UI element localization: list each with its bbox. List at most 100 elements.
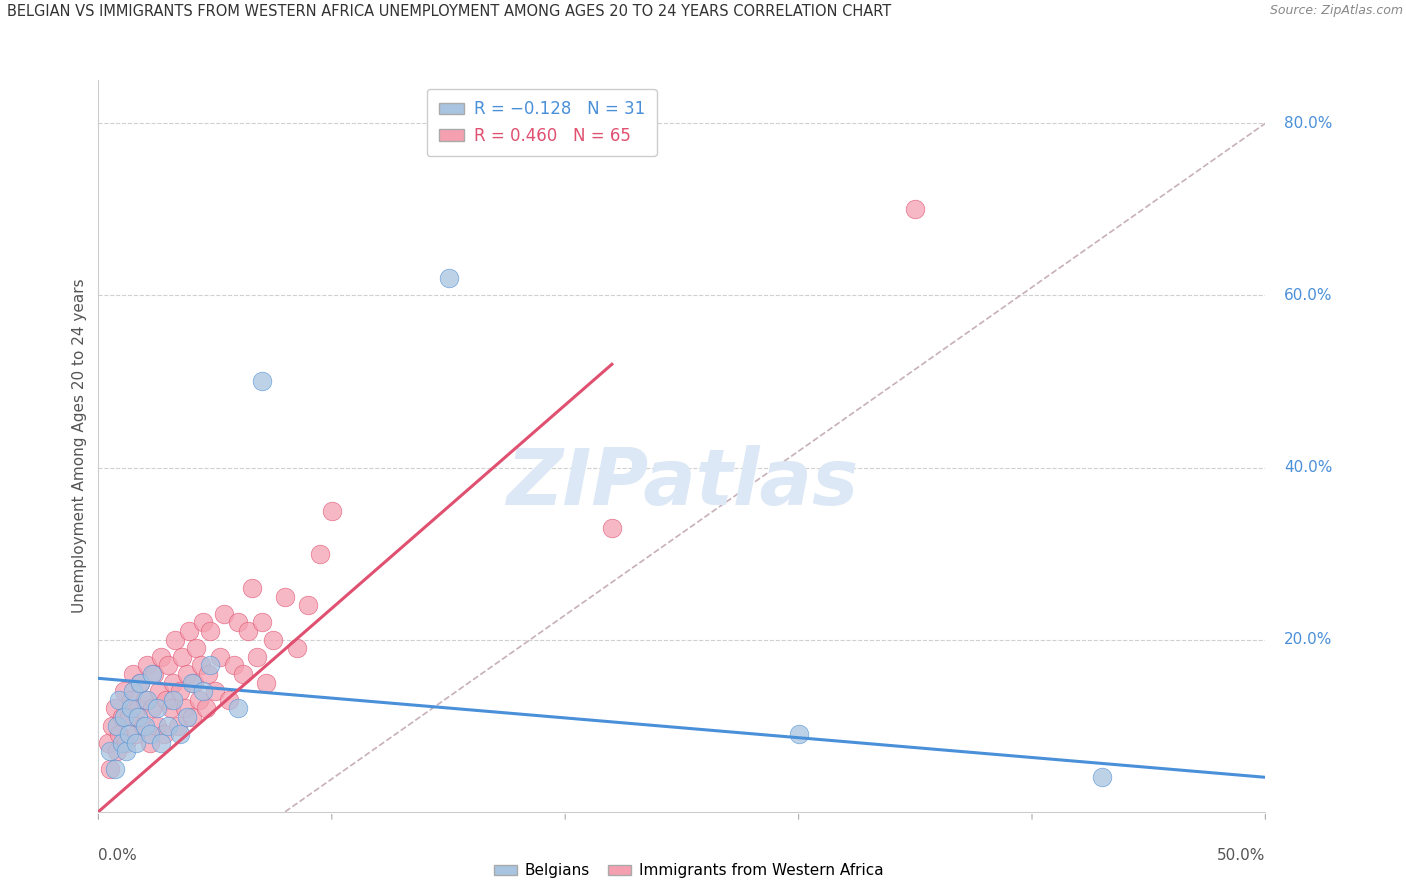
Point	[115, 736, 138, 750]
Point	[285, 641, 308, 656]
Point	[262, 632, 284, 647]
Point	[173, 701, 195, 715]
Point	[155, 693, 177, 707]
Point	[146, 719, 169, 733]
Point	[180, 675, 202, 690]
Point	[136, 693, 159, 707]
Point	[148, 684, 170, 698]
Point	[111, 710, 134, 724]
Point	[98, 744, 121, 758]
Point	[125, 736, 148, 750]
Point	[122, 667, 145, 681]
Point	[321, 503, 343, 517]
Text: 20.0%: 20.0%	[1284, 632, 1333, 647]
Point	[104, 762, 127, 776]
Point	[309, 547, 332, 561]
Legend: R = −0.128   N = 31, R = 0.460   N = 65: R = −0.128 N = 31, R = 0.460 N = 65	[427, 88, 657, 156]
Point	[152, 727, 174, 741]
Point	[162, 693, 184, 707]
Text: 0.0%: 0.0%	[98, 848, 138, 863]
Point	[129, 675, 152, 690]
Point	[250, 615, 273, 630]
Legend: Belgians, Immigrants from Western Africa: Belgians, Immigrants from Western Africa	[488, 857, 890, 884]
Point	[256, 675, 278, 690]
Point	[127, 710, 149, 724]
Point	[1091, 770, 1114, 784]
Point	[132, 719, 155, 733]
Point	[139, 727, 162, 741]
Point	[157, 658, 180, 673]
Point	[150, 649, 173, 664]
Point	[228, 615, 250, 630]
Text: Source: ZipAtlas.com: Source: ZipAtlas.com	[1270, 4, 1403, 18]
Point	[600, 521, 623, 535]
Point	[166, 719, 188, 733]
Point	[169, 684, 191, 698]
Point	[120, 701, 142, 715]
Point	[162, 675, 184, 690]
Point	[105, 719, 128, 733]
Point	[297, 598, 319, 612]
Point	[194, 701, 217, 715]
Point	[101, 719, 124, 733]
Text: 80.0%: 80.0%	[1284, 116, 1333, 131]
Point	[218, 693, 240, 707]
Point	[146, 701, 169, 715]
Point	[112, 710, 135, 724]
Point	[183, 675, 205, 690]
Point	[186, 641, 208, 656]
Point	[139, 736, 162, 750]
Point	[157, 719, 180, 733]
Point	[176, 667, 198, 681]
Point	[118, 710, 141, 724]
Text: 60.0%: 60.0%	[1284, 288, 1333, 303]
Point	[208, 649, 231, 664]
Point	[242, 581, 264, 595]
Point	[200, 624, 222, 638]
Point	[127, 701, 149, 715]
Point	[232, 667, 254, 681]
Text: BELGIAN VS IMMIGRANTS FROM WESTERN AFRICA UNEMPLOYMENT AMONG AGES 20 TO 24 YEARS: BELGIAN VS IMMIGRANTS FROM WESTERN AFRIC…	[7, 4, 891, 20]
Point	[136, 658, 159, 673]
Point	[108, 727, 131, 741]
Point	[122, 684, 145, 698]
Point	[105, 744, 128, 758]
Point	[129, 675, 152, 690]
Point	[187, 693, 209, 707]
Point	[141, 701, 163, 715]
Point	[150, 736, 173, 750]
Point	[134, 719, 156, 733]
Point	[236, 624, 259, 638]
Point	[246, 649, 269, 664]
Point	[197, 667, 219, 681]
Point	[190, 658, 212, 673]
Point	[115, 744, 138, 758]
Text: 40.0%: 40.0%	[1284, 460, 1333, 475]
Point	[214, 607, 236, 621]
Point	[125, 727, 148, 741]
Point	[180, 710, 202, 724]
Point	[904, 202, 927, 217]
Point	[228, 701, 250, 715]
Point	[98, 762, 121, 776]
Point	[111, 736, 134, 750]
Point	[787, 727, 810, 741]
Point	[172, 649, 194, 664]
Point	[104, 701, 127, 715]
Point	[179, 624, 201, 638]
Point	[120, 693, 142, 707]
Point	[250, 375, 273, 389]
Point	[204, 684, 226, 698]
Point	[437, 271, 460, 285]
Point	[118, 727, 141, 741]
Point	[97, 736, 120, 750]
Point	[141, 667, 163, 681]
Point	[169, 727, 191, 741]
Point	[134, 693, 156, 707]
Y-axis label: Unemployment Among Ages 20 to 24 years: Unemployment Among Ages 20 to 24 years	[72, 278, 87, 614]
Text: ZIPatlas: ZIPatlas	[506, 444, 858, 521]
Text: 50.0%: 50.0%	[1218, 848, 1265, 863]
Point	[200, 658, 222, 673]
Point	[193, 684, 215, 698]
Point	[176, 710, 198, 724]
